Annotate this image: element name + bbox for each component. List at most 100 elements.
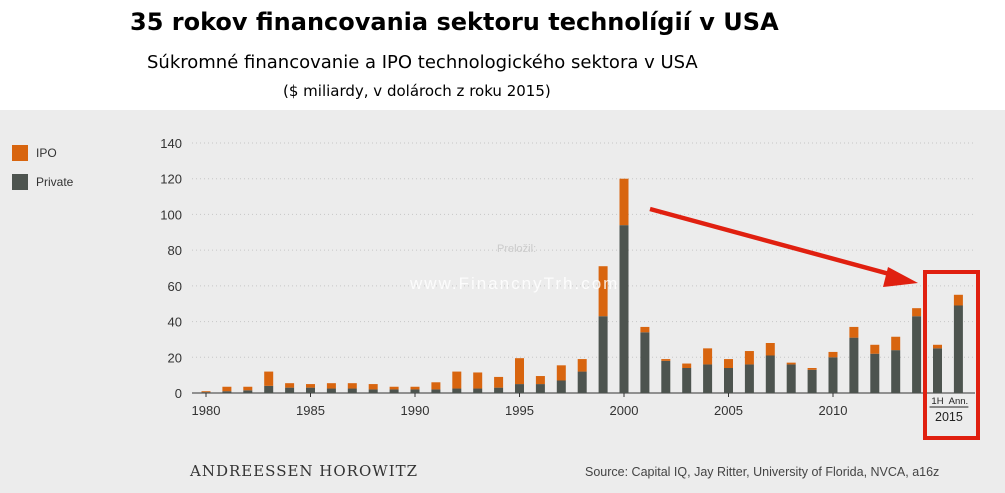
x-tick-label: 2010 bbox=[819, 403, 848, 418]
page-title: 35 rokov financovania sektoru technolígi… bbox=[130, 8, 779, 36]
bar-private bbox=[264, 385, 274, 393]
bar-private bbox=[515, 384, 524, 393]
bar-private bbox=[807, 369, 817, 393]
y-tick-label: 80 bbox=[168, 243, 182, 258]
y-tick-label: 140 bbox=[160, 136, 182, 151]
bar-ipo bbox=[431, 382, 441, 390]
bar-ipo bbox=[285, 383, 295, 388]
bar-private bbox=[577, 371, 587, 393]
legend-item-private: Private bbox=[12, 172, 73, 192]
bar-private bbox=[222, 391, 232, 393]
bar-private bbox=[306, 387, 315, 393]
bar-ipo bbox=[682, 363, 692, 368]
legend-item-ipo: IPO bbox=[12, 143, 73, 163]
x-tick-label: 2005 bbox=[714, 403, 743, 418]
brand-logo-text: ANDREESSEN HOROWITZ bbox=[190, 462, 419, 480]
y-tick-label: 20 bbox=[168, 350, 182, 365]
bar-ipo bbox=[535, 376, 545, 385]
x-tick-label: 1980 bbox=[192, 403, 221, 418]
bar-private bbox=[473, 388, 483, 393]
bar-private bbox=[201, 392, 211, 393]
bar-ipo bbox=[326, 383, 336, 389]
y-tick-label: 60 bbox=[168, 279, 182, 294]
bar-ipo bbox=[264, 371, 274, 386]
x-tick-label: 1995 bbox=[505, 403, 534, 418]
bar-private bbox=[410, 389, 420, 393]
bar-ipo bbox=[494, 376, 504, 388]
bar-private bbox=[744, 364, 754, 393]
bar-ipo bbox=[953, 294, 963, 306]
highlight-box bbox=[923, 270, 980, 440]
bar-ipo bbox=[744, 351, 754, 365]
bar-private bbox=[368, 389, 378, 393]
bar-ipo bbox=[933, 344, 942, 349]
legend-label-ipo: IPO bbox=[36, 146, 57, 160]
bar-ipo bbox=[661, 359, 671, 361]
bar-private bbox=[765, 355, 775, 393]
group-label: 2015 bbox=[935, 410, 963, 424]
bar-private bbox=[598, 316, 608, 393]
bar-ipo bbox=[786, 362, 796, 365]
bar-ipo bbox=[452, 371, 462, 389]
watermark-label: Preložil: bbox=[497, 243, 537, 255]
source-note: Source: Capital IQ, Jay Ritter, Universi… bbox=[585, 465, 940, 479]
x-tick-label: 1990 bbox=[401, 403, 430, 418]
bar-ipo bbox=[222, 386, 232, 392]
bar-private bbox=[326, 388, 336, 393]
chart-panel bbox=[0, 110, 1005, 493]
bar-private bbox=[431, 389, 441, 393]
bar-private bbox=[556, 380, 566, 393]
bar-ipo bbox=[870, 344, 880, 354]
y-tick-label: 120 bbox=[160, 172, 182, 187]
bar-private bbox=[953, 305, 963, 393]
bar-ipo bbox=[765, 343, 775, 356]
page-subtitle: Súkromné financovanie a IPO technologick… bbox=[147, 52, 698, 73]
bar-ipo bbox=[598, 266, 608, 317]
bar-private bbox=[389, 389, 399, 393]
bar-ipo bbox=[724, 359, 733, 368]
bar-ipo bbox=[849, 326, 859, 338]
bar-ipo bbox=[556, 365, 566, 381]
y-tick-label: 100 bbox=[160, 207, 182, 222]
legend-swatch-private bbox=[12, 174, 28, 190]
bar-ipo bbox=[912, 308, 922, 317]
watermark-site: www.FinancnyTrh.com bbox=[410, 274, 620, 293]
y-tick-label: 0 bbox=[175, 386, 182, 401]
bar-ipo bbox=[640, 326, 650, 333]
bar-ipo bbox=[577, 359, 587, 372]
bar-ipo bbox=[619, 178, 629, 226]
bar-private bbox=[891, 350, 901, 393]
x-tick-label: 2000 bbox=[610, 403, 639, 418]
y-tick-label: 40 bbox=[168, 315, 182, 330]
bar-private bbox=[285, 387, 295, 393]
bar-private bbox=[786, 364, 796, 393]
bar-private bbox=[912, 316, 922, 393]
bar-private bbox=[535, 384, 545, 393]
bar-private bbox=[243, 390, 253, 393]
x-tick-label: 1985 bbox=[296, 403, 325, 418]
bar-ipo bbox=[515, 358, 524, 385]
bar-ipo bbox=[473, 372, 483, 389]
bar-private bbox=[661, 360, 671, 393]
legend-swatch-ipo bbox=[12, 145, 28, 161]
bar-ipo bbox=[201, 391, 211, 393]
bar-private bbox=[828, 357, 838, 393]
bar-ipo bbox=[347, 383, 357, 389]
bar-ipo bbox=[828, 351, 838, 358]
units-note: ($ miliardy, v dolároch z roku 2015) bbox=[283, 82, 551, 100]
bar-private bbox=[870, 353, 880, 393]
bar-ipo bbox=[703, 348, 713, 365]
bar-ipo bbox=[368, 384, 378, 390]
bar-private bbox=[724, 368, 733, 393]
bar-private bbox=[933, 348, 942, 393]
x-tick-label: 1H bbox=[931, 396, 943, 407]
trend-arrow-line bbox=[649, 206, 894, 278]
bar-ipo bbox=[243, 386, 253, 391]
legend: IPO Private bbox=[12, 143, 73, 201]
x-tick-label: Ann. bbox=[949, 396, 969, 407]
bar-private bbox=[849, 337, 859, 393]
trend-arrow-head bbox=[883, 267, 918, 287]
bar-ipo bbox=[807, 368, 817, 370]
bar-ipo bbox=[306, 384, 315, 388]
